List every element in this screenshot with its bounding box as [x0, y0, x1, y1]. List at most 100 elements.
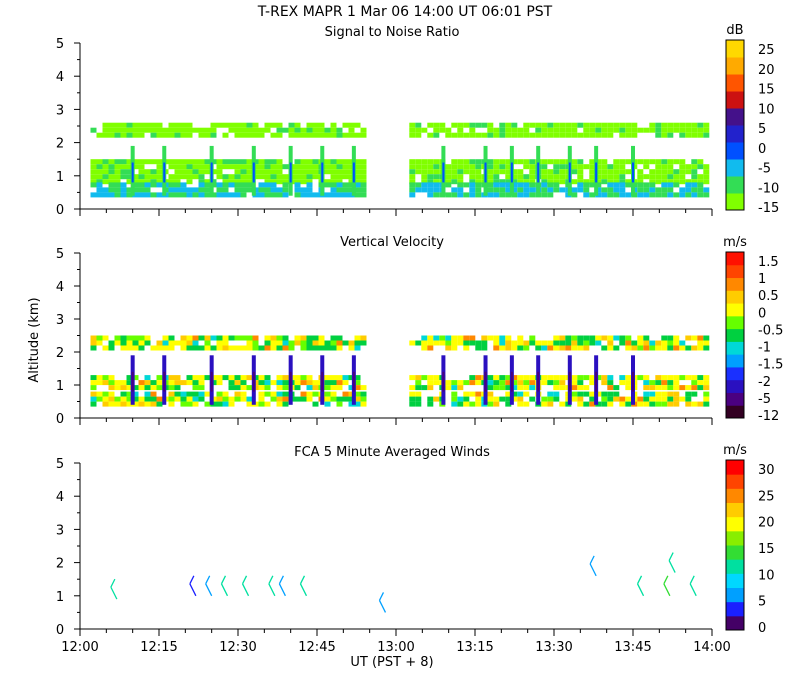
heatmap-cell — [198, 375, 205, 381]
heatmap-cell — [348, 164, 355, 170]
heatmap-cell — [547, 380, 554, 386]
colorbar-frame — [725, 39, 745, 211]
plume-core — [595, 371, 598, 392]
heatmap-cell — [186, 127, 193, 133]
heatmap-cell — [451, 187, 458, 193]
heatmap-cell — [102, 174, 109, 180]
plot-data — [110, 552, 697, 613]
heatmap-cell — [294, 335, 301, 341]
heatmap-cell — [685, 122, 692, 128]
heatmap-cell — [649, 127, 656, 133]
heatmap-cell — [511, 391, 518, 397]
colorbar-frame — [725, 251, 745, 419]
heatmap-cell — [246, 159, 253, 165]
heatmap-cell — [174, 179, 181, 185]
heatmap-cell — [613, 169, 620, 175]
heatmap-cell — [415, 401, 422, 407]
heatmap-cell — [108, 340, 115, 346]
y-tick-label: 0 — [56, 203, 64, 218]
heatmap-cell — [493, 375, 500, 381]
heatmap-cell — [330, 380, 337, 386]
heatmap-cell — [270, 182, 277, 188]
heatmap-cell — [691, 179, 698, 185]
heatmap-cell — [180, 345, 187, 351]
heatmap-cell — [336, 182, 343, 188]
heatmap-cell — [294, 169, 301, 175]
heatmap-cell — [258, 182, 265, 188]
heatmap-cell — [475, 159, 482, 165]
heatmap-cell — [336, 159, 343, 165]
heatmap-cell — [613, 385, 620, 391]
heatmap-cell — [180, 132, 187, 138]
heatmap-cell — [168, 391, 175, 397]
heatmap-cell — [517, 169, 524, 175]
heatmap-cell — [156, 345, 163, 351]
heatmap-cell — [354, 174, 361, 180]
heatmap-cell — [523, 179, 530, 185]
heatmap-cell — [679, 396, 686, 402]
heatmap-cell — [222, 164, 229, 170]
heatmap-cell — [174, 391, 181, 397]
heatmap-cell — [216, 340, 223, 346]
figure-title: T-REX MAPR 1 Mar 06 14:00 UT 06:01 PST — [257, 4, 553, 20]
heatmap-cell — [102, 127, 109, 133]
heatmap-cell — [703, 122, 710, 128]
heatmap-cell — [138, 174, 145, 180]
heatmap-cell — [132, 335, 139, 341]
heatmap-cell — [487, 179, 494, 185]
panel-title: Signal to Noise Ratio — [325, 25, 460, 40]
heatmap-cell — [673, 127, 680, 133]
heatmap-cell — [336, 187, 343, 193]
heatmap-cell — [216, 375, 223, 381]
heatmap-cell — [559, 385, 566, 391]
heatmap-cell — [607, 132, 614, 138]
heatmap-cell — [306, 340, 313, 346]
y-tick-label: 0 — [56, 412, 64, 427]
heatmap-cell — [703, 375, 710, 381]
heatmap-cell — [240, 164, 247, 170]
heatmap-cell — [679, 179, 686, 185]
heatmap-cell — [198, 179, 205, 185]
heatmap-cell — [505, 340, 512, 346]
heatmap-cell — [511, 174, 518, 180]
heatmap-cell — [541, 182, 548, 188]
heatmap-cell — [120, 385, 127, 391]
heatmap-cell — [174, 396, 181, 402]
heatmap-cell — [553, 345, 560, 351]
heatmap-cell — [661, 159, 668, 165]
heatmap-cell — [571, 396, 578, 402]
heatmap-cell — [691, 174, 698, 180]
heatmap-cell — [198, 132, 205, 138]
heatmap-cell — [445, 380, 452, 386]
heatmap-cell — [324, 391, 331, 397]
wind-barb — [268, 575, 276, 597]
heatmap-cell — [168, 127, 175, 133]
heatmap-cell — [258, 132, 265, 138]
heatmap-cell — [517, 385, 524, 391]
heatmap-cell — [114, 401, 121, 407]
heatmap-cell — [571, 385, 578, 391]
heatmap-cell — [240, 159, 247, 165]
heatmap-cell — [475, 169, 482, 175]
heatmap-cell — [445, 169, 452, 175]
heatmap-cell — [180, 164, 187, 170]
heatmap-cell — [409, 182, 416, 188]
heatmap-cell — [264, 385, 271, 391]
heatmap-cell — [577, 164, 584, 170]
heatmap-cell — [661, 187, 668, 193]
heatmap-cell — [511, 179, 518, 185]
heatmap-cell — [649, 385, 656, 391]
heatmap-cell — [126, 391, 133, 397]
heatmap-cell — [541, 375, 548, 381]
colorbar-tick-label: -2 — [758, 375, 771, 390]
heatmap-cell — [222, 340, 229, 346]
heatmap-cell — [216, 380, 223, 386]
heatmap-cell — [360, 187, 367, 193]
heatmap-cell — [553, 122, 560, 128]
heatmap-cell — [144, 187, 151, 193]
heatmap-cell — [294, 122, 301, 128]
heatmap-cell — [475, 345, 482, 351]
heatmap-cell — [541, 192, 548, 198]
heatmap-cell — [192, 385, 199, 391]
heatmap-cell — [162, 127, 169, 133]
